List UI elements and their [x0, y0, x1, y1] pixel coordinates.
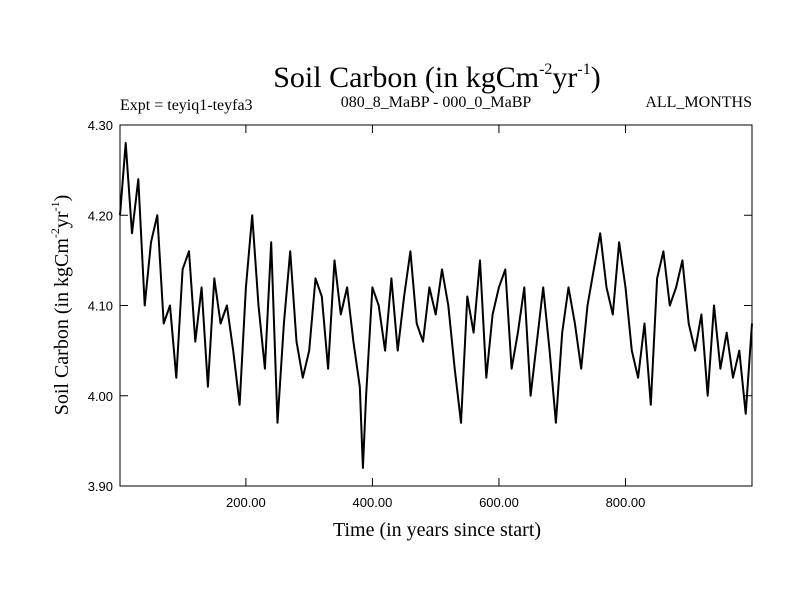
period-label: 080_8_MaBP - 000_0_MaBP: [341, 94, 532, 111]
y-tick-label: 4.30: [88, 118, 113, 133]
chart-title: Soil Carbon (in kgCm-2yr-1): [273, 61, 601, 94]
x-tick-label: 800.00: [606, 495, 646, 510]
y-tick-label: 4.20: [88, 208, 113, 223]
y-axis-label: Soil Carbon (in kgCm-2yr-1): [48, 195, 73, 416]
y-tick-label: 4.10: [88, 299, 113, 314]
months-label: ALL_MONTHS: [645, 94, 752, 111]
x-axis-label: Time (in years since start): [333, 519, 541, 541]
soil-carbon-series-line: [119, 142, 753, 469]
x-axis: 200.00 400.00 600.00 800.00: [226, 125, 645, 510]
experiment-label: Expt = teyiq1-teyfa3: [120, 97, 253, 114]
y-axis: 3.90 4.00 4.10 4.20 4.30: [88, 118, 752, 494]
x-tick-label: 400.00: [353, 495, 393, 510]
y-tick-label: 3.90: [88, 479, 113, 494]
y-tick-label: 4.00: [88, 389, 113, 404]
x-tick-label: 600.00: [479, 495, 519, 510]
x-tick-label: 200.00: [226, 495, 266, 510]
